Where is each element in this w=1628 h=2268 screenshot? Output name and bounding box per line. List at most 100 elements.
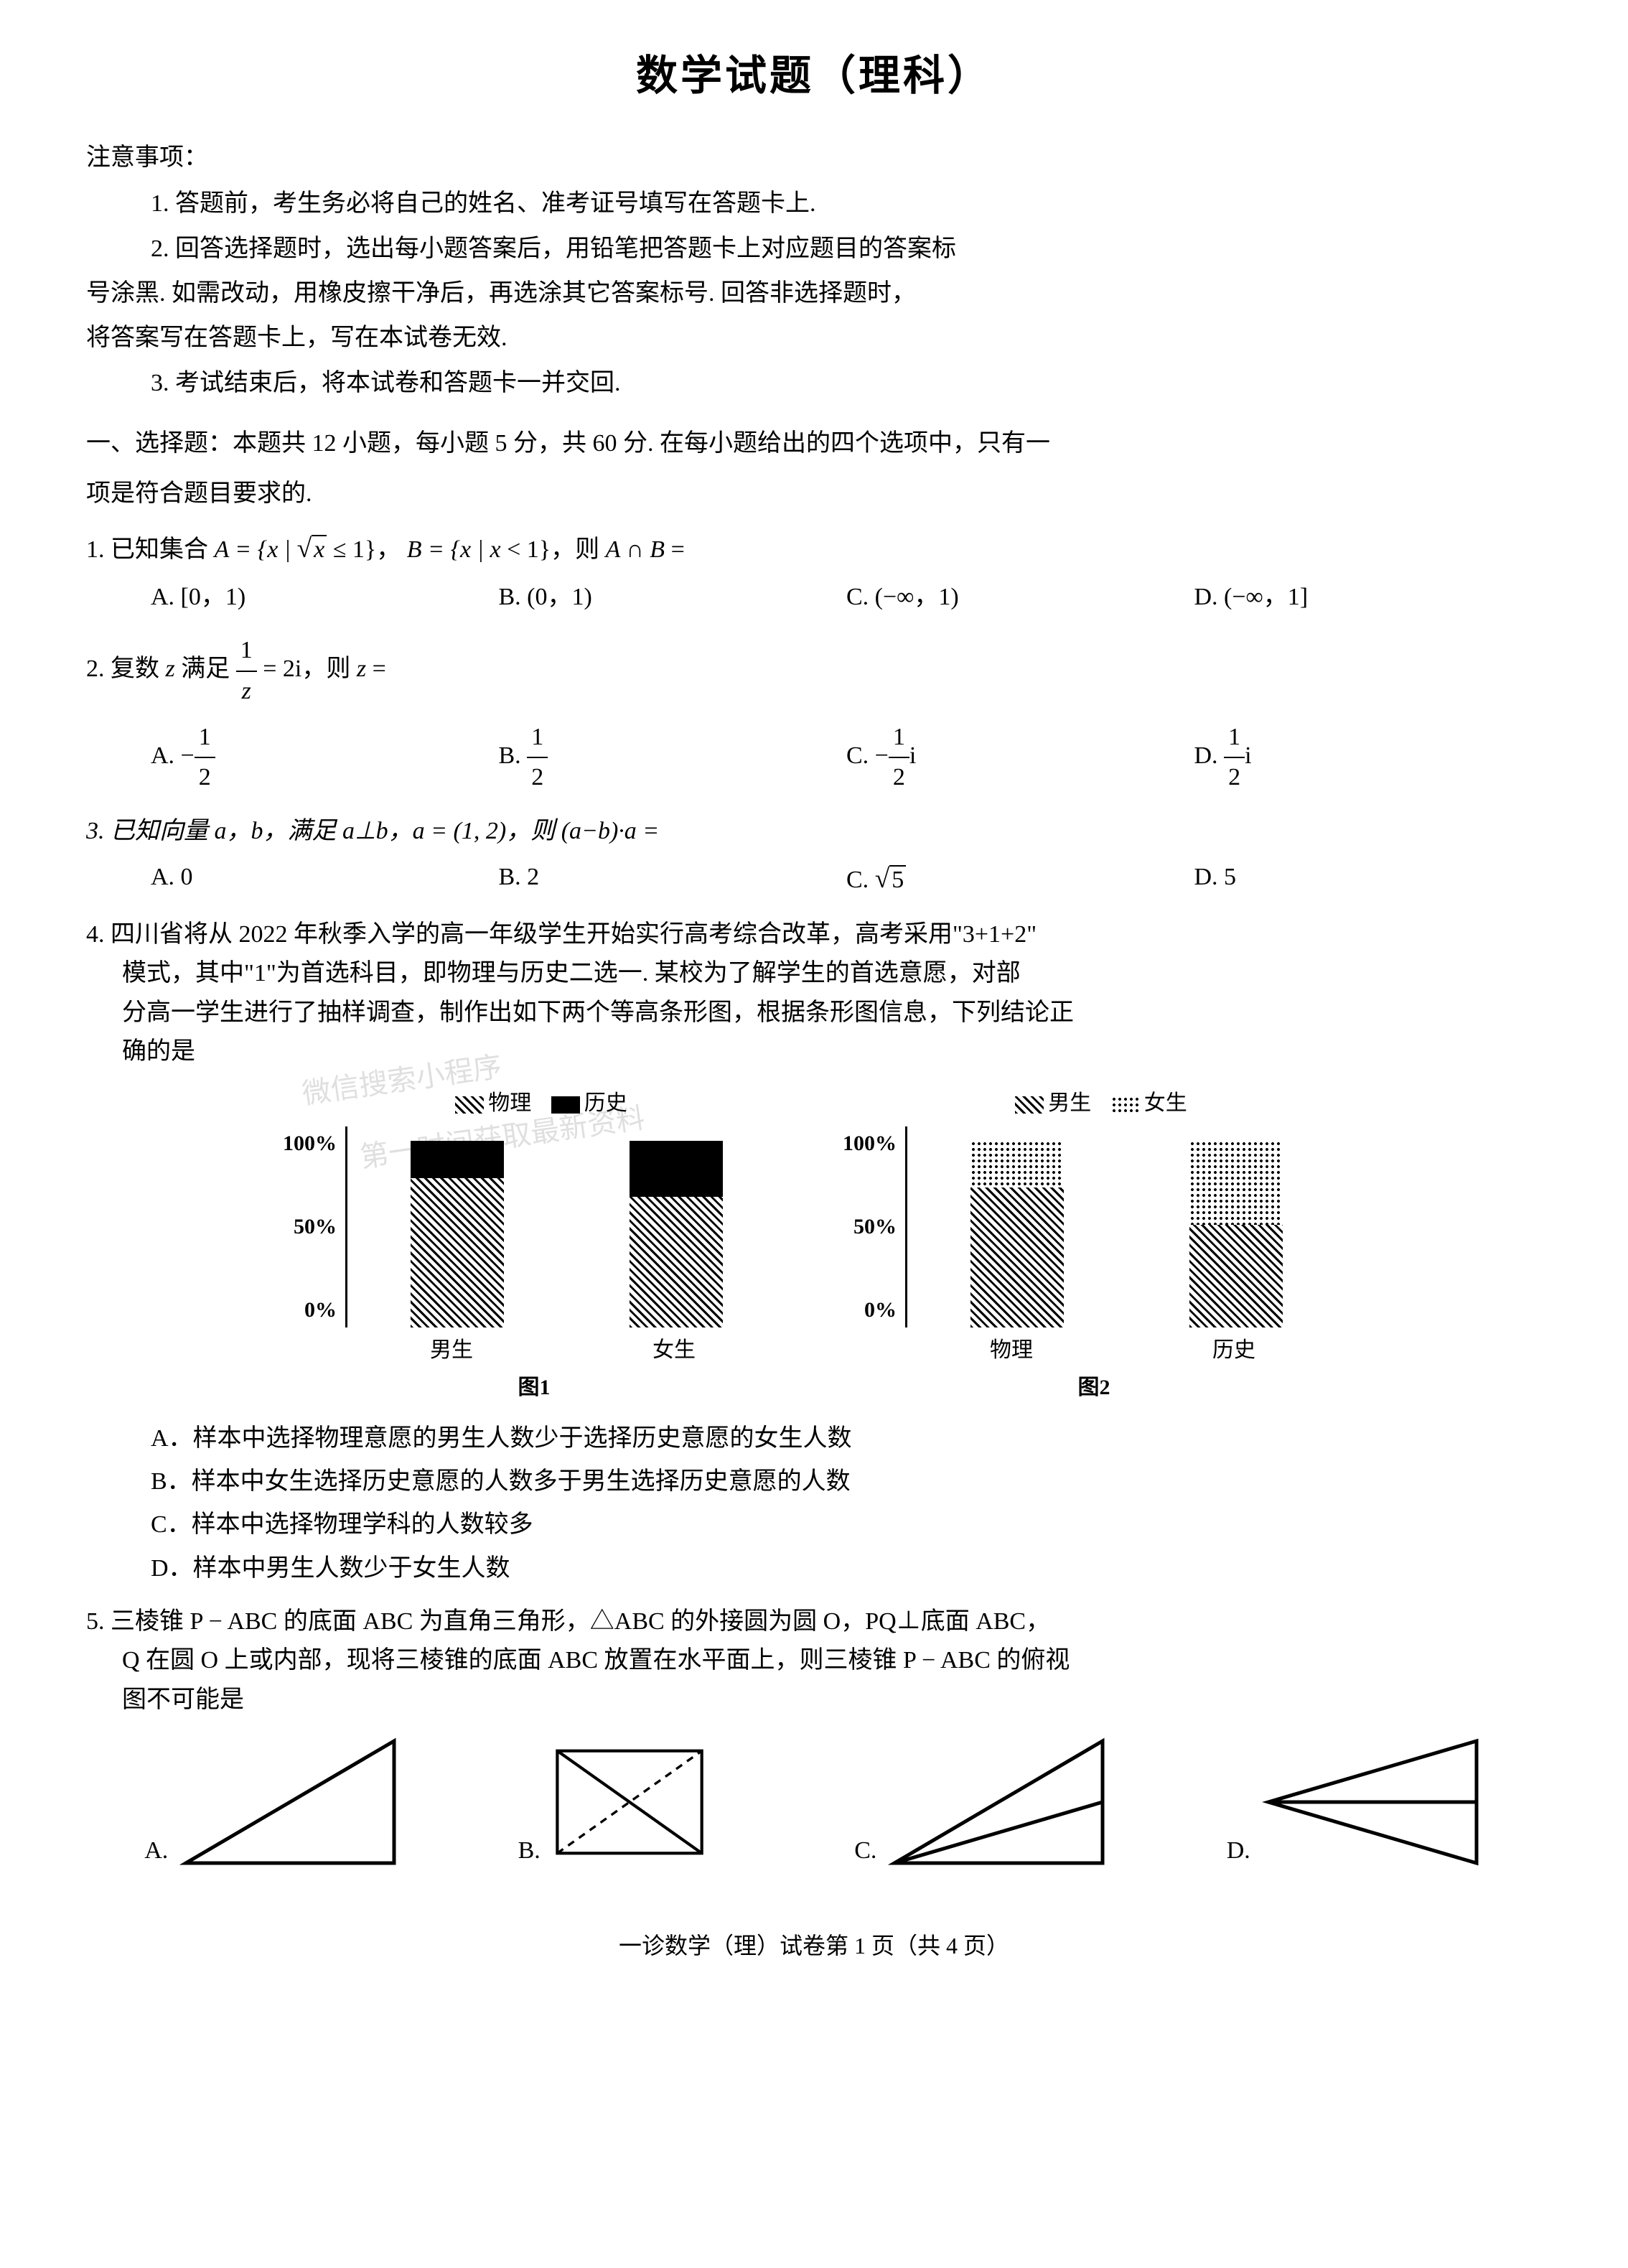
- q2-optA-pre: A. −: [151, 742, 195, 769]
- instruction-2: 2. 回答选择题时，选出每小题答案后，用铅笔把答题卡上对应题目的答案标: [151, 230, 1542, 269]
- chart1-bars-bar-0-top: [411, 1141, 504, 1178]
- q5-labelD: D.: [1227, 1831, 1250, 1870]
- q5-optC: C.: [854, 1734, 1110, 1870]
- instruction-1: 1. 答题前，考生务必将自己的姓名、准考证号填写在答题卡上.: [151, 185, 1542, 223]
- chart2-xlabels: 物理 历史: [900, 1333, 1345, 1368]
- page-title: 数学试题（理科）: [86, 43, 1542, 110]
- q1-setB: B = {x | x: [407, 536, 501, 563]
- q5-shapeB: [551, 1734, 738, 1870]
- q2-optD: D. 12i: [1194, 718, 1543, 798]
- chart2-x0: 物理: [990, 1333, 1033, 1368]
- chart2-area: 100% 50% 0%: [843, 1126, 1345, 1327]
- chart1-bars-bar-1-top: [630, 1141, 723, 1197]
- q1-optD: D. (−∞，1]: [1194, 578, 1543, 617]
- q3-optC: C. 5: [846, 858, 1194, 901]
- q4-charts: 微信搜索小程序 第一时间获取最新资料 物理 历史 100% 50% 0% 男生 …: [86, 1086, 1542, 1405]
- chart1-y50: 50%: [294, 1210, 337, 1244]
- q2-text-c: = 2i，则: [263, 655, 357, 682]
- chart1-xlabels: 男生 女生: [340, 1333, 785, 1368]
- chart2-y0: 0%: [864, 1293, 897, 1327]
- chart2: 男生 女生 100% 50% 0% 物理 历史 图2: [843, 1086, 1345, 1405]
- q3-text: 3. 已知向量 a，b，满足 a⊥b，a = (1, 2)，则 (a−b)·a …: [86, 818, 659, 844]
- chart1-legend2-label: 历史: [584, 1091, 627, 1115]
- chart2-bars-bar-0-bottom: [970, 1187, 1064, 1327]
- instruction-3: 3. 考试结束后，将本试卷和答题卡一并交回.: [151, 364, 1542, 403]
- chart2-x1: 历史: [1212, 1333, 1255, 1368]
- q2-frac: 1z: [236, 631, 257, 711]
- chart1-x1: 女生: [652, 1333, 696, 1368]
- q2-optC-pre: C. −: [846, 742, 889, 769]
- chart2-bars-bar-1-top: [1189, 1141, 1283, 1225]
- q4-optD: D．样本中男生人数少于女生人数: [151, 1549, 1542, 1588]
- q2-text-b: 满足: [181, 655, 236, 682]
- question-2: 2. 复数 z 满足 1z = 2i，则 z =: [86, 631, 1542, 711]
- q1-intersection: A ∩ B: [606, 536, 665, 563]
- q5-labelB: B.: [518, 1831, 541, 1870]
- q1-setA: A = {x | x: [215, 536, 327, 563]
- q1-text-b: ≤ 1}，: [333, 536, 401, 563]
- q4-optA: A．样本中选择物理意愿的男生人数少于选择历史意愿的女生人数: [151, 1419, 1542, 1458]
- q5-optA: A.: [144, 1734, 401, 1870]
- chart1-y0: 0%: [304, 1293, 337, 1327]
- q5-optB: B.: [518, 1734, 738, 1870]
- q3-options: A. 0 B. 2 C. 5 D. 5: [151, 858, 1542, 901]
- chart2-bars-bar-0: [970, 1141, 1064, 1327]
- chart2-bars-bar-0-top: [970, 1141, 1064, 1187]
- instruction-2c: 将答案写在答题卡上，写在本试卷无效.: [86, 319, 1542, 358]
- q3-optA: A. 0: [151, 858, 499, 901]
- chart1-x0: 男生: [430, 1333, 473, 1368]
- q2-z1: z: [166, 655, 175, 682]
- page-footer: 一诊数学（理）试卷第 1 页（共 4 页）: [86, 1928, 1542, 1964]
- q3-optC-pre: C.: [846, 867, 875, 893]
- q1-optA: A. [0，1): [151, 578, 499, 617]
- chart2-legend: 男生 女生: [843, 1086, 1345, 1121]
- chart2-yaxis: 100% 50% 0%: [843, 1126, 905, 1327]
- q2-text-d: =: [373, 655, 386, 682]
- q2-optB: B. 12: [499, 718, 847, 798]
- q1-optB: B. (0，1): [499, 578, 847, 617]
- chart1-legend: 物理 历史: [283, 1086, 785, 1121]
- q5-line2: Q 在圆 O 上或内部，现将三棱锥的底面 ABC 放置在水平面上，则三棱锥 P …: [122, 1641, 1542, 1680]
- q5-labelA: A.: [144, 1831, 168, 1870]
- chart2-y100: 100%: [843, 1126, 897, 1161]
- q5-shapeA: [179, 1734, 401, 1870]
- q1-text-c: < 1}，则: [507, 536, 606, 563]
- q2-optA: A. −12: [151, 718, 499, 798]
- chart1-yaxis: 100% 50% 0%: [283, 1126, 345, 1327]
- chart1-swatch1: [455, 1096, 484, 1114]
- chart1-bars-bar-0-bottom: [411, 1178, 504, 1327]
- q1-text-d: =: [671, 536, 685, 563]
- chart2-bars-bar-1: [1189, 1141, 1283, 1327]
- q4-optB: B．样本中女生选择历史意愿的人数多于男生选择历史意愿的人数: [151, 1462, 1542, 1501]
- chart1-swatch2: [551, 1096, 580, 1114]
- q2-options: A. −12 B. 12 C. −12i D. 12i: [151, 718, 1542, 798]
- q2-optC-suf: i: [909, 742, 916, 769]
- q5-line3: 图不可能是: [122, 1681, 1542, 1719]
- q5-options: A. B. C. D.: [86, 1734, 1542, 1870]
- q3-optD: D. 5: [1194, 858, 1543, 901]
- chart1-bars: [345, 1126, 785, 1327]
- question-3: 3. 已知向量 a，b，满足 a⊥b，a = (1, 2)，则 (a−b)·a …: [86, 812, 1542, 851]
- chart1-y100: 100%: [283, 1126, 337, 1161]
- q2-optD-pre: D.: [1194, 742, 1225, 769]
- chart1-bars-bar-0: [411, 1141, 504, 1327]
- chart2-swatch2: [1111, 1096, 1140, 1114]
- question-4: 4. 四川省将从 2022 年秋季入学的高一年级学生开始实行高考综合改革，高考采…: [86, 915, 1542, 1072]
- q4-line2: 模式，其中"1"为首选科目，即物理与历史二选一. 某校为了解学生的首选意愿，对部: [122, 954, 1542, 993]
- q2-text-a: 2. 复数: [86, 655, 166, 682]
- chart1-area: 100% 50% 0%: [283, 1126, 785, 1327]
- q4-line1: 4. 四川省将从 2022 年秋季入学的高一年级学生开始实行高考综合改革，高考采…: [86, 915, 1542, 954]
- q5-line1: 5. 三棱锥 P − ABC 的底面 ABC 为直角三角形，△ABC 的外接圆为…: [86, 1602, 1542, 1641]
- q2-optD-suf: i: [1245, 742, 1251, 769]
- chart2-bars: [905, 1126, 1345, 1327]
- q4-line4: 确的是: [122, 1032, 1542, 1071]
- chart2-legend1-label: 男生: [1048, 1091, 1091, 1115]
- q5-optD: D.: [1227, 1734, 1484, 1870]
- q3-optB: B. 2: [499, 858, 847, 901]
- chart1-legend1-label: 物理: [488, 1091, 531, 1115]
- chart1: 物理 历史 100% 50% 0% 男生 女生 图1: [283, 1086, 785, 1405]
- q2-optB-pre: B.: [499, 742, 528, 769]
- q5-shapeD: [1261, 1734, 1484, 1870]
- q2-z2: z: [357, 655, 366, 682]
- section1-intro-b: 项是符合题目要求的.: [86, 475, 1542, 513]
